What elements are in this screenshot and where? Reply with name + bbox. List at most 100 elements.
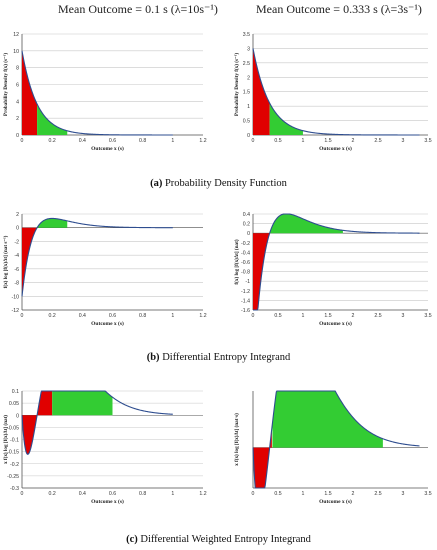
series-line <box>252 390 420 489</box>
caption-c: (c) Differential Weighted Entropy Integr… <box>126 534 311 545</box>
x-axis-label: Outcome x (s) <box>91 145 124 152</box>
chart-weighted-lambda10: -0.3 -0.25 -0.2 -0.15 -0.1 -0.05 0 0.05 0.1 0 0.2 0… <box>2 389 207 505</box>
area-red <box>253 233 270 310</box>
x-axis-label: Outcome x (s) <box>319 498 352 505</box>
x-tick-label: 2 <box>352 491 355 497</box>
x-tick-label: 0.2 <box>49 313 56 319</box>
x-tick-label: 0 <box>252 138 255 144</box>
y-tick-label: -1 <box>245 279 250 285</box>
y-tick-label: -2 <box>14 239 19 245</box>
x-tick-label: 0.8 <box>139 491 146 497</box>
x-tick-label: 1.2 <box>199 138 206 144</box>
x-tick-label: 3 <box>402 138 405 144</box>
y-tick-label: 0.1 <box>12 389 19 395</box>
y-tick-label: 2 <box>16 212 19 218</box>
x-tick-label: 3.5 <box>424 138 431 144</box>
y-tick-label: 0.2 <box>243 222 250 228</box>
y-tick-label: -0.3 <box>10 486 19 492</box>
y-tick-label: 0 <box>16 226 19 232</box>
y-tick-label: 3.5 <box>243 32 250 38</box>
y-tick-label: 8 <box>16 66 19 72</box>
y-tick-label: -0.4 <box>241 250 250 256</box>
chart-weighted-lambda3: 0 0.5 1 1.5 2 2.5 3 3.5 Outcome x (s) x f(x) log … <box>233 390 432 505</box>
y-tick-label: 2 <box>16 116 19 122</box>
x-tick-label: 2.5 <box>374 313 381 319</box>
y-tick-label: -0.8 <box>241 270 250 276</box>
y-axis-label: x f(x) log [f(x)Δt] (nat) <box>2 415 9 464</box>
x-tick-label: 2.5 <box>374 491 381 497</box>
y-tick-label: -12 <box>12 308 20 314</box>
series-line <box>21 50 173 136</box>
area-green <box>37 104 68 135</box>
x-axis-label: Outcome x (s) <box>319 320 352 327</box>
chart-pdf-lambda10: 0 2 4 6 8 10 12 0 0.2 0.4 0.6 0.8 1 1.2 Outcome x (s) P… <box>2 32 207 152</box>
x-tick-label: 1 <box>171 491 174 497</box>
header-right: Mean Outcome = 0.333 s (λ=3s⁻¹) <box>256 2 422 16</box>
x-tick-label: 0.2 <box>49 138 56 144</box>
area-green <box>52 391 113 416</box>
x-tick-label: 1 <box>171 138 174 144</box>
y-tick-label: -1.2 <box>241 289 250 295</box>
series-line <box>21 390 173 455</box>
y-tick-label: 1.5 <box>243 90 250 96</box>
area-green <box>269 214 343 234</box>
x-tick-label: 0.4 <box>79 138 86 144</box>
x-tick-label: 0.5 <box>274 138 281 144</box>
x-tick-label: 1 <box>302 491 305 497</box>
y-tick-label: 0 <box>247 133 250 139</box>
series-line <box>253 213 420 311</box>
y-tick-label: 0.5 <box>243 119 250 125</box>
x-tick-label: 0 <box>21 491 24 497</box>
x-tick-label: 1 <box>171 313 174 319</box>
x-tick-label: 2 <box>352 313 355 319</box>
y-tick-label: -0.15 <box>7 450 19 456</box>
y-tick-label: 1 <box>247 104 250 110</box>
y-tick-label: 6 <box>16 83 19 89</box>
y-tick-label: -0.25 <box>7 474 19 480</box>
x-tick-label: 0 <box>21 138 24 144</box>
x-tick-label: 0.2 <box>49 491 56 497</box>
x-tick-label: 0.4 <box>79 491 86 497</box>
x-tick-label: 3.5 <box>424 491 431 497</box>
y-tick-label: -8 <box>14 281 19 287</box>
area-red <box>253 428 272 488</box>
x-tick-label: 0.6 <box>109 313 116 319</box>
y-tick-label: -10 <box>12 294 20 300</box>
x-tick-label: 1.5 <box>324 491 331 497</box>
y-axis-label: x f(x) log [f(x)Δt] (nat·s) <box>233 413 240 466</box>
caption-a: (a) Probability Density Function <box>150 178 287 189</box>
area-green <box>269 103 303 135</box>
x-tick-label: 1.5 <box>324 313 331 319</box>
x-tick-label: 0 <box>252 313 255 319</box>
series-line <box>21 217 173 297</box>
y-axis-label: f(x) log [f(x)Δt] (nat s⁻¹) <box>2 235 9 288</box>
y-tick-label: 0 <box>247 231 250 237</box>
x-tick-label: 0.4 <box>79 313 86 319</box>
chart-entropy-lambda3: -1.6 -1.4 -1.2 -1 -0.8 -0.6 -0.4 -0.2 0 0.2 0.4 0 0.… <box>233 212 432 327</box>
x-tick-label: 0.5 <box>274 491 281 497</box>
chart-entropy-lambda10: -12 -10 -8 -6 -4 -2 0 2 0 0.2 0.4 0.6 0.8 1 1.2 Outcome… <box>2 212 207 327</box>
y-tick-label: -1.4 <box>241 298 250 304</box>
y-axis-label: f(x) log [f(x)Δt] (nat) <box>233 239 240 284</box>
y-axis-label: Probability Density f(x) (s⁻¹) <box>233 53 240 116</box>
area-green <box>272 391 383 448</box>
y-tick-label: 2 <box>247 75 250 81</box>
y-tick-label: 4 <box>16 99 19 105</box>
y-tick-label: -6 <box>14 267 19 273</box>
x-tick-label: 1.5 <box>324 138 331 144</box>
y-tick-label: -1.6 <box>241 308 250 314</box>
y-tick-label: -4 <box>14 253 19 259</box>
area-red <box>22 391 53 455</box>
area-green <box>37 218 68 228</box>
x-tick-label: 0 <box>252 491 255 497</box>
x-tick-label: 0.8 <box>139 313 146 319</box>
y-tick-label: 2.5 <box>243 61 250 67</box>
x-tick-label: 2.5 <box>374 138 381 144</box>
series-line <box>252 48 420 136</box>
x-tick-label: 3 <box>402 491 405 497</box>
x-tick-label: 1.2 <box>199 313 206 319</box>
x-tick-label: 1 <box>302 138 305 144</box>
x-tick-label: 1 <box>302 313 305 319</box>
x-axis-label: Outcome x (s) <box>91 320 124 327</box>
